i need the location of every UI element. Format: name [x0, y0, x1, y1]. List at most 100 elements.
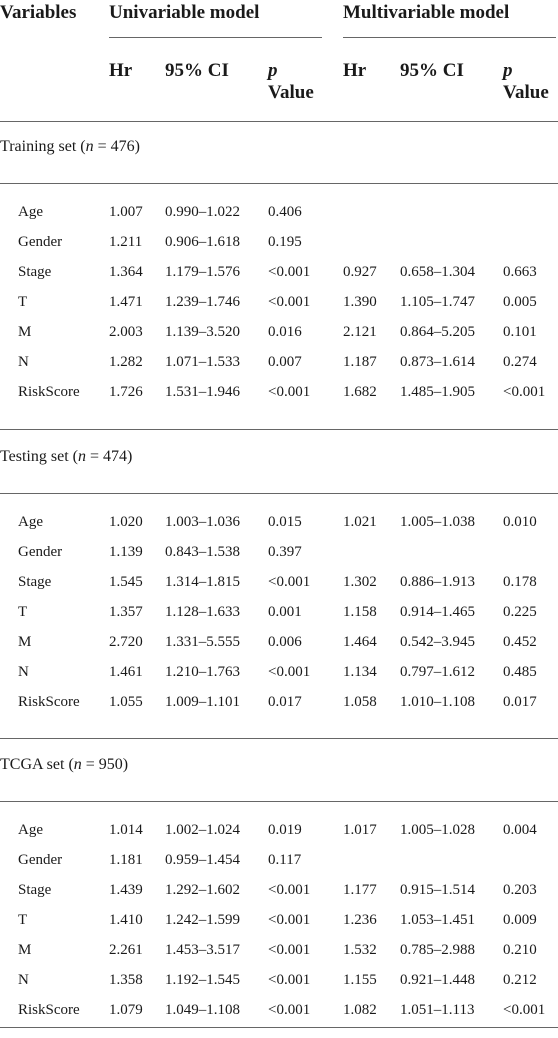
- cell-variable: Stage: [18, 882, 52, 898]
- section-title-n: n: [73, 756, 82, 773]
- cell-univariable-p: 0.195: [268, 234, 302, 250]
- cell-univariable-p: <0.001: [268, 912, 311, 928]
- header-ci-univariable: 95% CI: [165, 60, 229, 81]
- section-rule: [0, 183, 558, 184]
- cell-univariable-ci: 1.179–1.576: [165, 264, 240, 280]
- cell-univariable-hr: 1.007: [109, 204, 143, 220]
- cell-multivariable-p: 0.101: [503, 324, 537, 340]
- section-title-n: n: [77, 448, 86, 465]
- cell-multivariable-ci: 0.864–5.205: [400, 324, 475, 340]
- section-title-n: n: [85, 138, 94, 155]
- header-variables: Variables: [0, 2, 77, 23]
- header-p-letter: p: [503, 60, 513, 81]
- cell-variable: Age: [18, 822, 43, 838]
- cell-univariable-hr: 1.726: [109, 384, 143, 400]
- header-p-letter: p: [268, 60, 278, 81]
- cell-multivariable-p: 0.485: [503, 664, 537, 680]
- cell-variable: Stage: [18, 574, 52, 590]
- section-title-text: Training set (: [0, 138, 86, 155]
- cell-multivariable-p: 0.212: [503, 972, 537, 988]
- cell-univariable-p: 0.117: [268, 852, 302, 868]
- cell-variable: N: [18, 972, 29, 988]
- cell-multivariable-hr: 1.302: [343, 574, 377, 590]
- section-bottom-rule: [0, 1027, 558, 1028]
- section-rule: [0, 801, 558, 802]
- section-rule: [0, 493, 558, 494]
- cell-variable: Gender: [18, 544, 63, 560]
- cell-variable: N: [18, 664, 29, 680]
- cell-univariable-ci: 0.843–1.538: [165, 544, 240, 560]
- cell-multivariable-hr: 0.927: [343, 264, 377, 280]
- cell-multivariable-ci: 1.485–1.905: [400, 384, 475, 400]
- header-hr-univariable: Hr: [109, 60, 133, 81]
- cell-univariable-p: 0.015: [268, 514, 302, 530]
- cell-multivariable-hr: 1.082: [343, 1002, 377, 1018]
- cell-multivariable-hr: 1.158: [343, 604, 377, 620]
- cell-univariable-ci: 1.192–1.545: [165, 972, 240, 988]
- cell-univariable-hr: 1.357: [109, 604, 143, 620]
- cell-variable: N: [18, 354, 29, 370]
- cell-univariable-p: 0.006: [268, 634, 302, 650]
- cell-univariable-p: 0.397: [268, 544, 302, 560]
- cell-univariable-ci: 1.531–1.946: [165, 384, 240, 400]
- cell-multivariable-p: 0.009: [503, 912, 537, 928]
- cell-multivariable-p: <0.001: [503, 384, 546, 400]
- cell-multivariable-hr: 1.017: [343, 822, 377, 838]
- cell-multivariable-p: 0.004: [503, 822, 537, 838]
- multivariable-underline: [343, 37, 556, 38]
- cell-multivariable-ci: 1.005–1.028: [400, 822, 475, 838]
- section-title-text: Testing set (: [0, 448, 78, 465]
- header-p-multivariable: p: [503, 60, 513, 82]
- header-ci-multivariable: 95% CI: [400, 60, 464, 81]
- cell-multivariable-ci: 0.921–1.448: [400, 972, 475, 988]
- cell-univariable-p: 0.019: [268, 822, 302, 838]
- cell-variable: RiskScore: [18, 694, 80, 710]
- cell-univariable-p: <0.001: [268, 1002, 311, 1018]
- cell-multivariable-hr: 1.464: [343, 634, 377, 650]
- cell-multivariable-p: 0.010: [503, 514, 537, 530]
- cell-univariable-p: 0.016: [268, 324, 302, 340]
- section-bottom-rule: [0, 429, 558, 430]
- cell-multivariable-p: 0.017: [503, 694, 537, 710]
- cell-univariable-hr: 1.358: [109, 972, 143, 988]
- cell-multivariable-ci: 1.053–1.451: [400, 912, 475, 928]
- cell-variable: M: [18, 324, 32, 340]
- cell-univariable-ci: 1.242–1.599: [165, 912, 240, 928]
- cell-multivariable-p: 0.452: [503, 634, 537, 650]
- cell-univariable-ci: 1.292–1.602: [165, 882, 240, 898]
- header-univariable-model: Univariable model: [109, 2, 260, 23]
- cell-univariable-p: <0.001: [268, 664, 311, 680]
- cell-variable: Stage: [18, 264, 52, 280]
- cell-univariable-hr: 1.079: [109, 1002, 143, 1018]
- cell-multivariable-ci: 0.542–3.945: [400, 634, 475, 650]
- cell-univariable-hr: 1.020: [109, 514, 143, 530]
- cell-multivariable-ci: 1.005–1.038: [400, 514, 475, 530]
- cell-univariable-ci: 1.239–1.746: [165, 294, 240, 310]
- section-title: TCGA set (n = 950): [0, 755, 128, 775]
- cell-variable: M: [18, 942, 32, 958]
- header-value-multivariable: Value: [503, 82, 549, 103]
- cell-multivariable-p: 0.225: [503, 604, 537, 620]
- cell-multivariable-ci: 0.797–1.612: [400, 664, 475, 680]
- cell-variable: Age: [18, 514, 43, 530]
- section-title-count: = 474): [85, 448, 133, 465]
- cell-univariable-p: <0.001: [268, 574, 311, 590]
- cell-univariable-hr: 2.720: [109, 634, 143, 650]
- cell-multivariable-p: 0.274: [503, 354, 537, 370]
- cell-univariable-ci: 1.002–1.024: [165, 822, 240, 838]
- cell-univariable-p: <0.001: [268, 972, 311, 988]
- section-title: Testing set (n = 474): [0, 447, 132, 467]
- section-title-text: TCGA set (: [0, 756, 74, 773]
- cell-multivariable-p: 0.203: [503, 882, 537, 898]
- cell-univariable-p: <0.001: [268, 942, 311, 958]
- cell-multivariable-p: <0.001: [503, 1002, 546, 1018]
- cell-univariable-hr: 1.014: [109, 822, 143, 838]
- cell-univariable-hr: 1.139: [109, 544, 143, 560]
- cell-univariable-p: <0.001: [268, 264, 311, 280]
- cell-multivariable-hr: 1.021: [343, 514, 377, 530]
- cell-univariable-ci: 1.453–3.517: [165, 942, 240, 958]
- cell-univariable-hr: 2.261: [109, 942, 143, 958]
- cell-multivariable-p: 0.663: [503, 264, 537, 280]
- cell-univariable-hr: 1.181: [109, 852, 143, 868]
- cell-univariable-p: 0.007: [268, 354, 302, 370]
